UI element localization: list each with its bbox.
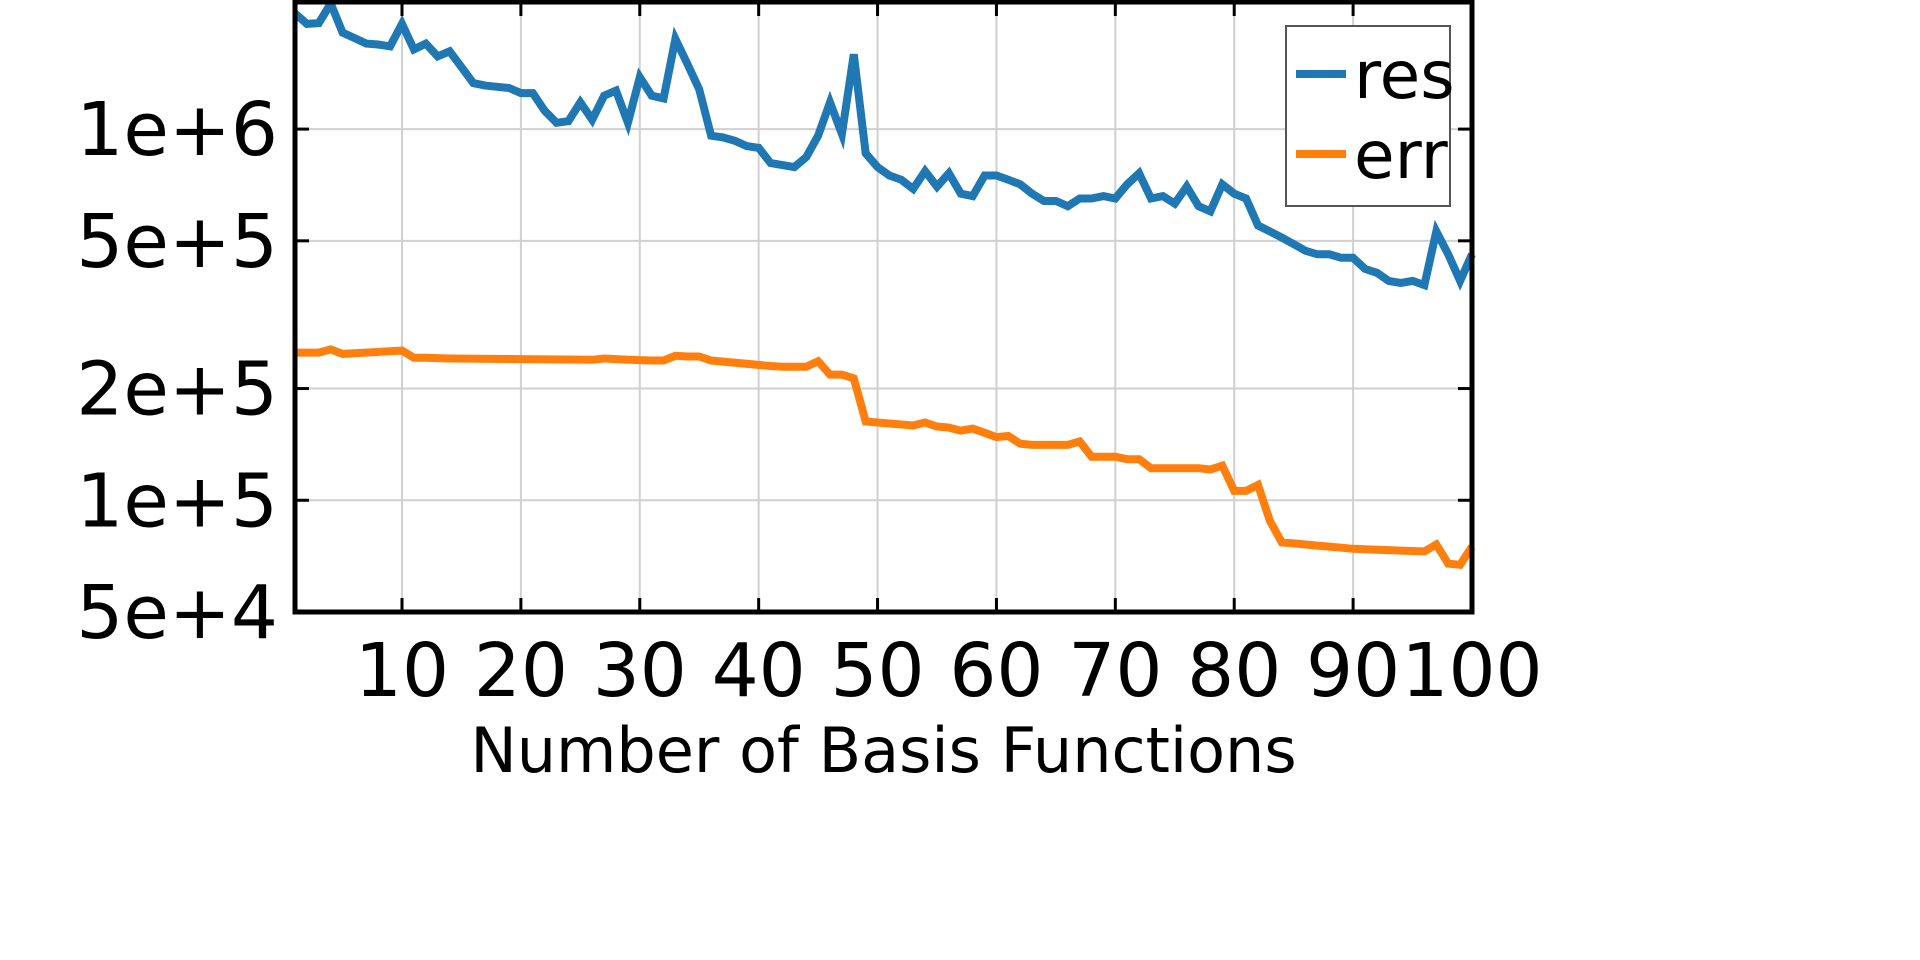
legend-box <box>1285 25 1451 207</box>
x-tick-label: 10 <box>355 628 449 714</box>
axis-ticks <box>295 2 1474 614</box>
plot-frame <box>292 0 1475 615</box>
x-axis-label: Number of Basis Functions <box>470 714 1296 787</box>
y-tick-label: 5e+5 <box>76 199 278 285</box>
x-tick-label: 80 <box>1187 628 1281 714</box>
y-tick-labels: 5e+4 1e+5 2e+5 5e+5 1e+6 <box>76 87 278 656</box>
x-tick-label: 30 <box>593 628 687 714</box>
series-line-res <box>292 0 1476 291</box>
y-tick-label: 1e+5 <box>76 458 278 544</box>
x-tick-label: 40 <box>712 628 806 714</box>
x-tick-label: 90 <box>1306 628 1400 714</box>
y-tick-label: 5e+4 <box>76 570 278 656</box>
legend-label-res: res <box>1354 37 1455 114</box>
series-line-err <box>295 345 1476 570</box>
series-lines <box>292 0 1476 570</box>
y-tick-label: 2e+5 <box>76 347 278 433</box>
legend-label-err: err <box>1354 117 1449 194</box>
x-tick-labels: 10 20 30 40 50 60 70 80 90 100 <box>355 628 1543 714</box>
x-tick-label: 100 <box>1401 628 1542 714</box>
x-tick-label: 20 <box>474 628 568 714</box>
x-tick-label: 50 <box>830 628 924 714</box>
grid-lines <box>295 2 1473 612</box>
x-tick-label: 60 <box>949 628 1043 714</box>
x-tick-label: 70 <box>1068 628 1162 714</box>
y-tick-label: 1e+6 <box>76 87 278 173</box>
